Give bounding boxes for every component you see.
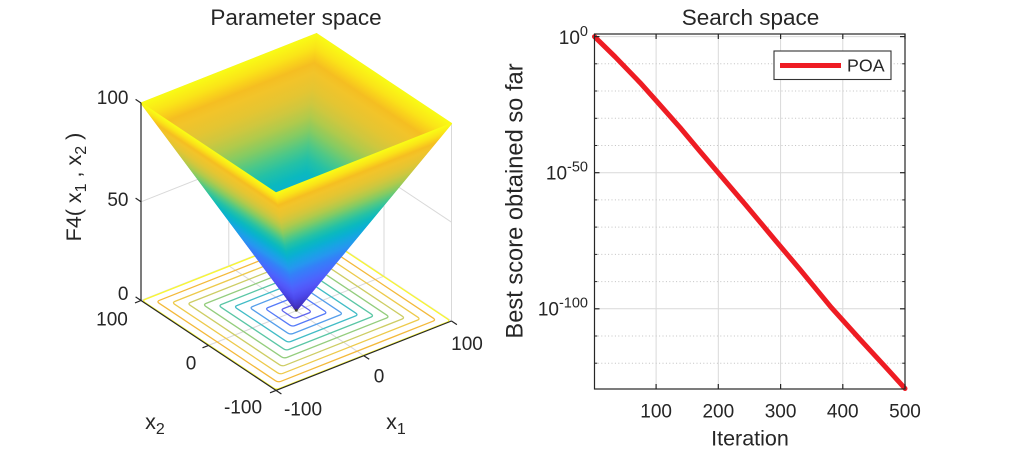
svg-text:10-50: 10-50	[546, 160, 588, 185]
svg-text:-100: -100	[224, 398, 262, 419]
svg-text:100: 100	[97, 88, 129, 109]
svg-text:500: 500	[889, 402, 921, 423]
svg-text:Parameter space: Parameter space	[210, 5, 381, 30]
svg-text:0: 0	[118, 284, 129, 305]
svg-text:0: 0	[374, 367, 385, 388]
svg-text:100: 100	[96, 310, 128, 331]
svg-text:400: 400	[827, 402, 859, 423]
svg-text:-100: -100	[284, 400, 322, 421]
svg-text:100: 100	[640, 402, 672, 423]
svg-text:100: 100	[451, 334, 483, 355]
svg-text:0: 0	[186, 354, 197, 375]
svg-text:Iteration: Iteration	[711, 427, 789, 451]
svg-text:300: 300	[765, 402, 797, 423]
svg-text:Search space: Search space	[682, 5, 820, 30]
svg-text:Best score obtained so far: Best score obtained so far	[503, 63, 529, 338]
svg-text:200: 200	[702, 402, 734, 423]
svg-text:50: 50	[107, 190, 128, 211]
svg-text:POA: POA	[847, 56, 885, 76]
